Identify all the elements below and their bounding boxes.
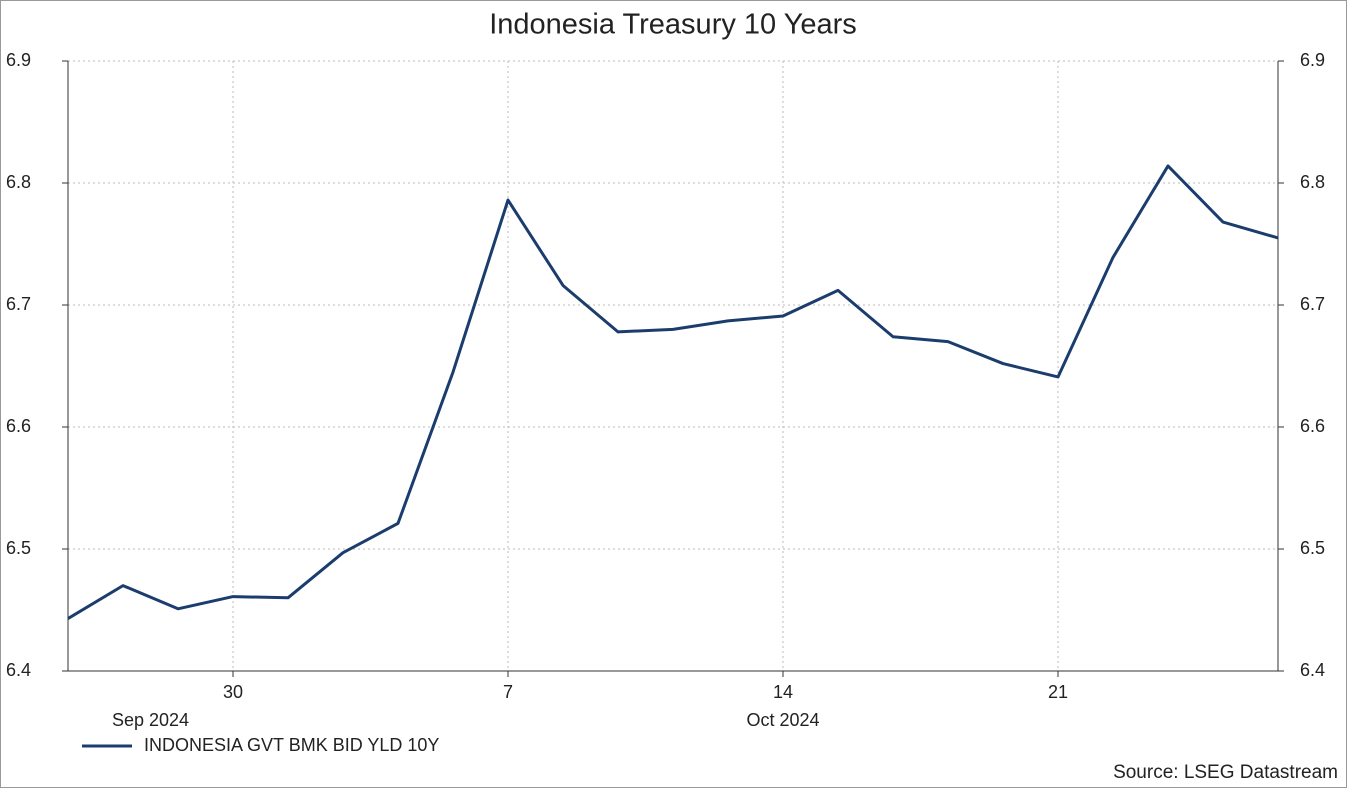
legend-label: INDONESIA GVT BMK BID YLD 10Y bbox=[144, 735, 439, 755]
y-tick-label: 6.7 bbox=[6, 294, 31, 314]
source: Source: LSEG Datastream bbox=[1113, 762, 1338, 783]
x-tick-label: 21 bbox=[1048, 682, 1068, 702]
series-line bbox=[67, 164, 1279, 620]
month-label: Sep 2024 bbox=[112, 710, 189, 730]
y-tick-label: 6.5 bbox=[6, 538, 31, 558]
x-tick-label: 7 bbox=[503, 682, 513, 702]
y-tick-label: 6.9 bbox=[6, 50, 31, 70]
month-label: Oct 2024 bbox=[746, 710, 819, 730]
y2-tick-label: 6.4 bbox=[1300, 660, 1325, 680]
y-tick-label: 6.4 bbox=[6, 660, 31, 680]
y2-tick-label: 6.6 bbox=[1300, 416, 1325, 436]
y2-tick-label: 6.7 bbox=[1300, 294, 1325, 314]
y2-tick-label: 6.8 bbox=[1300, 172, 1325, 192]
x-tick-label: 14 bbox=[773, 682, 793, 702]
y2-tick-label: 6.5 bbox=[1300, 538, 1325, 558]
y-tick-label: 6.8 bbox=[6, 172, 31, 192]
y-tick-label: 6.6 bbox=[6, 416, 31, 436]
x-tick-label: 30 bbox=[223, 682, 243, 702]
chart-title: Indonesia Treasury 10 Years bbox=[489, 9, 857, 41]
y2-tick-label: 6.9 bbox=[1300, 50, 1325, 70]
